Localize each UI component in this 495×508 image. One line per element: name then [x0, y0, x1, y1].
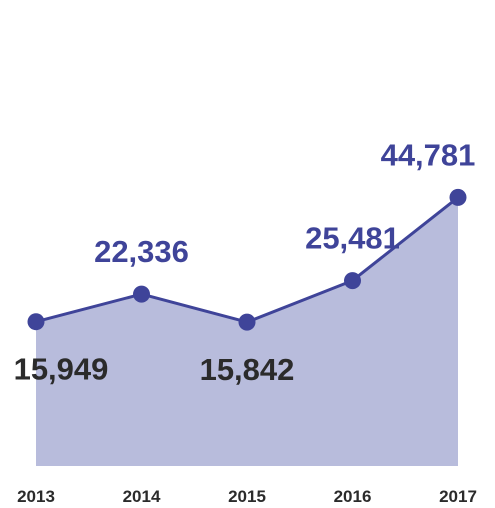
data-point-2016 — [344, 272, 361, 289]
data-label-2014: 22,336 — [94, 234, 189, 269]
data-label-2015: 15,842 — [200, 352, 295, 387]
data-point-2013 — [28, 313, 45, 330]
data-point-2015 — [239, 314, 256, 331]
x-tick-2014: 2014 — [123, 487, 161, 506]
x-axis-ticks: 2013 2014 2015 2016 2017 — [17, 487, 477, 506]
data-label-2016: 25,481 — [305, 221, 400, 256]
data-label-2013: 15,949 — [14, 352, 109, 387]
data-label-2017: 44,781 — [381, 137, 476, 172]
x-tick-2013: 2013 — [17, 487, 55, 506]
data-point-2014 — [133, 286, 150, 303]
x-tick-2016: 2016 — [334, 487, 372, 506]
x-tick-2015: 2015 — [228, 487, 266, 506]
x-tick-2017: 2017 — [439, 487, 477, 506]
data-point-2017 — [450, 189, 467, 206]
